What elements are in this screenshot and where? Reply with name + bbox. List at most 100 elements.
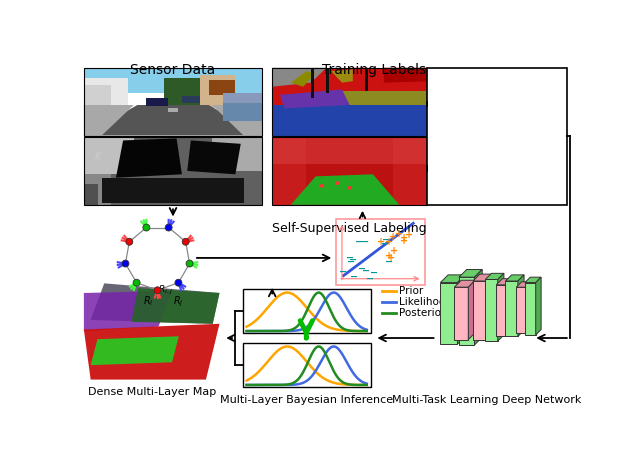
Bar xyxy=(506,281,518,336)
Polygon shape xyxy=(536,277,541,335)
Polygon shape xyxy=(116,138,182,178)
Polygon shape xyxy=(498,273,504,341)
Text: +: + xyxy=(400,236,408,247)
Polygon shape xyxy=(84,105,262,136)
Polygon shape xyxy=(91,283,220,324)
Text: Dense Multi-Layer Map: Dense Multi-Layer Map xyxy=(88,387,216,397)
Text: −: − xyxy=(366,274,374,284)
Bar xyxy=(272,137,428,205)
Polygon shape xyxy=(280,89,349,108)
Bar xyxy=(272,137,428,205)
Text: Prior: Prior xyxy=(399,286,423,296)
Bar xyxy=(212,137,262,171)
Polygon shape xyxy=(384,68,428,83)
Text: −: − xyxy=(361,237,369,247)
Text: −: − xyxy=(347,257,355,267)
Text: −: − xyxy=(358,264,366,274)
Text: +: + xyxy=(399,233,408,242)
Bar xyxy=(473,281,487,339)
Text: −: − xyxy=(346,253,355,263)
Bar xyxy=(223,101,262,121)
Polygon shape xyxy=(506,275,524,281)
Circle shape xyxy=(143,224,150,231)
Bar xyxy=(84,174,111,205)
Text: +: + xyxy=(396,229,404,239)
Polygon shape xyxy=(473,274,494,281)
Text: −: − xyxy=(362,265,370,275)
Text: Posterior: Posterior xyxy=(399,308,445,317)
Polygon shape xyxy=(84,105,134,136)
Text: +: + xyxy=(387,253,396,263)
Bar xyxy=(164,78,200,108)
Polygon shape xyxy=(272,68,326,87)
Text: +: + xyxy=(377,237,385,247)
Bar xyxy=(223,93,262,103)
Bar xyxy=(168,108,179,112)
Bar xyxy=(428,68,566,205)
Text: +: + xyxy=(405,230,413,240)
Polygon shape xyxy=(525,277,541,282)
Circle shape xyxy=(320,184,324,188)
Text: +: + xyxy=(390,246,398,256)
Polygon shape xyxy=(440,275,465,282)
Circle shape xyxy=(133,279,140,286)
Text: +: + xyxy=(389,232,397,242)
Bar xyxy=(84,78,129,115)
Text: K: K xyxy=(95,152,101,162)
Bar xyxy=(84,85,111,115)
Text: −: − xyxy=(350,272,358,282)
Polygon shape xyxy=(188,141,241,174)
Text: Multi-Layer Bayesian Inference: Multi-Layer Bayesian Inference xyxy=(220,395,393,405)
Bar xyxy=(102,178,244,203)
Bar xyxy=(243,289,371,334)
Bar xyxy=(182,96,200,103)
Bar xyxy=(272,137,307,205)
Circle shape xyxy=(165,224,172,231)
Bar xyxy=(272,68,428,136)
Text: Multi-Task Learning Deep Network: Multi-Task Learning Deep Network xyxy=(392,395,582,405)
Circle shape xyxy=(154,287,161,294)
Circle shape xyxy=(348,186,351,190)
Circle shape xyxy=(122,260,129,267)
Bar xyxy=(454,287,468,339)
Bar xyxy=(209,80,236,95)
Polygon shape xyxy=(474,269,482,345)
Bar xyxy=(272,68,428,136)
Polygon shape xyxy=(91,336,179,365)
Text: $R_j$: $R_j$ xyxy=(173,294,184,308)
Polygon shape xyxy=(454,280,476,287)
Text: −: − xyxy=(370,268,378,278)
Polygon shape xyxy=(496,279,513,285)
Text: +: + xyxy=(385,237,394,247)
Polygon shape xyxy=(458,275,465,344)
Polygon shape xyxy=(353,68,368,85)
Polygon shape xyxy=(485,273,504,279)
Polygon shape xyxy=(527,282,532,334)
Circle shape xyxy=(175,279,182,286)
Bar xyxy=(311,68,314,98)
Text: $R_i$: $R_i$ xyxy=(143,294,154,308)
Polygon shape xyxy=(212,105,262,136)
Polygon shape xyxy=(331,69,362,83)
Polygon shape xyxy=(84,324,220,379)
Polygon shape xyxy=(487,274,494,339)
Text: −: − xyxy=(383,235,390,245)
Text: Training Labels: Training Labels xyxy=(323,63,427,77)
Circle shape xyxy=(182,238,189,245)
Bar xyxy=(516,287,527,334)
Polygon shape xyxy=(291,71,316,87)
Bar xyxy=(243,343,371,387)
Bar xyxy=(326,92,428,112)
Text: +: + xyxy=(385,251,393,260)
Bar xyxy=(336,220,425,285)
Text: −: − xyxy=(355,237,363,247)
Bar xyxy=(84,68,262,136)
Text: −: − xyxy=(339,267,348,277)
Bar xyxy=(485,279,498,341)
Text: Sensor Data: Sensor Data xyxy=(131,63,216,77)
Text: Self-Supervised Labeling: Self-Supervised Labeling xyxy=(272,222,427,235)
Bar xyxy=(365,68,368,92)
Polygon shape xyxy=(468,280,476,339)
Polygon shape xyxy=(291,174,399,205)
Bar xyxy=(84,137,134,174)
